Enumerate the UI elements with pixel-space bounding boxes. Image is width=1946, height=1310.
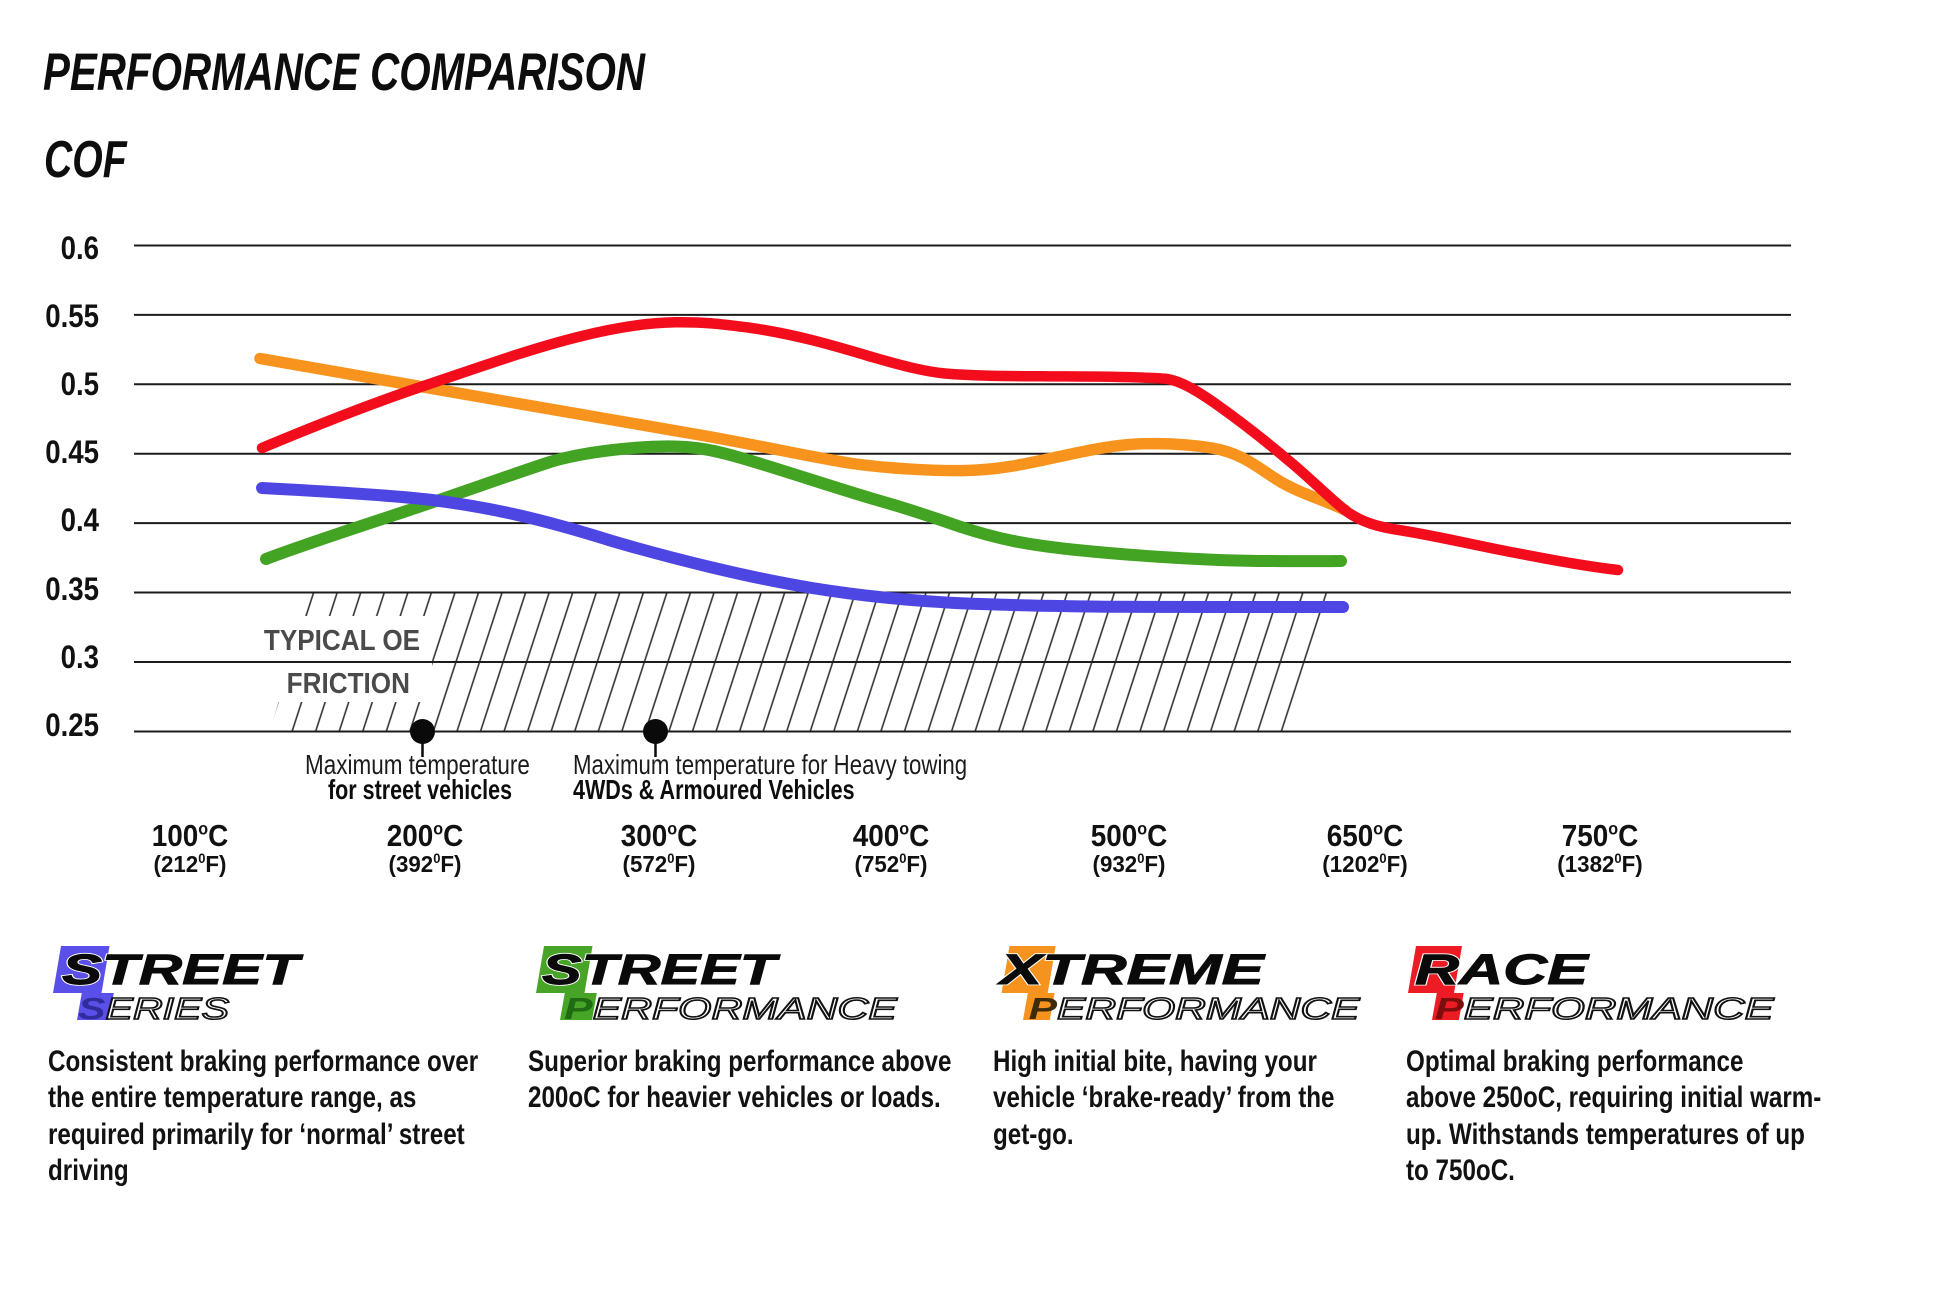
svg-text:P: P <box>1029 991 1058 1026</box>
svg-text:P: P <box>1435 992 1465 1026</box>
svg-text:RACE: RACE <box>1415 946 1590 994</box>
svg-text:ERFORMANCE: ERFORMANCE <box>1464 992 1775 1026</box>
svg-text:STREET: STREET <box>542 945 781 993</box>
svg-text:ERIES: ERIES <box>106 991 230 1026</box>
svg-text:STREET: STREET <box>62 946 304 994</box>
svg-text:STREET: STREET <box>62 946 304 994</box>
svg-text:STREET: STREET <box>542 945 781 993</box>
svg-text:XTREME: XTREME <box>996 946 1266 994</box>
svg-text:ERFORMANCE: ERFORMANCE <box>593 991 899 1026</box>
svg-text:ERFORMANCE: ERFORMANCE <box>1057 991 1361 1026</box>
svg-text:RACE: RACE <box>1415 946 1590 994</box>
svg-text:XTREME: XTREME <box>996 946 1266 994</box>
svg-text:P: P <box>564 991 593 1026</box>
svg-text:S: S <box>78 991 105 1026</box>
